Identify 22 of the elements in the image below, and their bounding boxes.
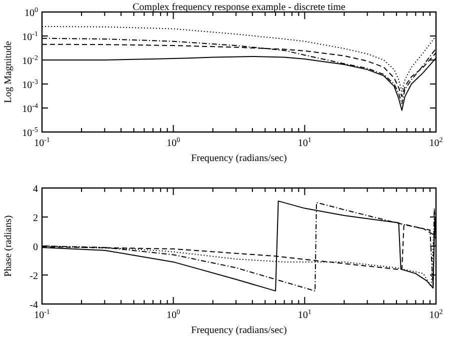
y-tick-label: -4 bbox=[30, 300, 38, 311]
chart-title: Complex frequency response example - discrete time bbox=[132, 2, 346, 13]
x-axis-title: Frequency (radians/sec) bbox=[191, 325, 287, 336]
x-axis-title: Frequency (radians/sec) bbox=[191, 153, 287, 164]
x-tick-label: 10$^{1}$ bbox=[298, 136, 312, 149]
y-tick-label: 10$^{-3}$ bbox=[22, 78, 38, 91]
y-tick-label: 10$^{-2}$ bbox=[22, 54, 38, 67]
y-axis-title: Phase (radians) bbox=[3, 215, 14, 277]
x-tick-label: 10$^{2}$ bbox=[429, 136, 444, 149]
y-axis-title: Log Magnitude bbox=[3, 40, 14, 103]
y-tick-label: 10$^{-1}$ bbox=[22, 30, 38, 43]
x-tick-label: 10$^{0}$ bbox=[166, 136, 181, 149]
x-tick-label: 10$^{2}$ bbox=[429, 308, 444, 321]
x-tick-label: 10$^{1}$ bbox=[298, 308, 312, 321]
y-tick-label: -2 bbox=[30, 271, 38, 282]
y-tick-label: 10$^{-4}$ bbox=[22, 102, 38, 115]
y-tick-label: 10$^{-5}$ bbox=[22, 126, 38, 139]
y-tick-label: 2 bbox=[33, 213, 38, 224]
x-tick-label: 10$^{0}$ bbox=[166, 308, 181, 321]
y-tick-label: 0 bbox=[33, 242, 38, 253]
y-tick-label: 10$^{0}$ bbox=[24, 6, 38, 19]
y-tick-label: 4 bbox=[33, 184, 38, 195]
